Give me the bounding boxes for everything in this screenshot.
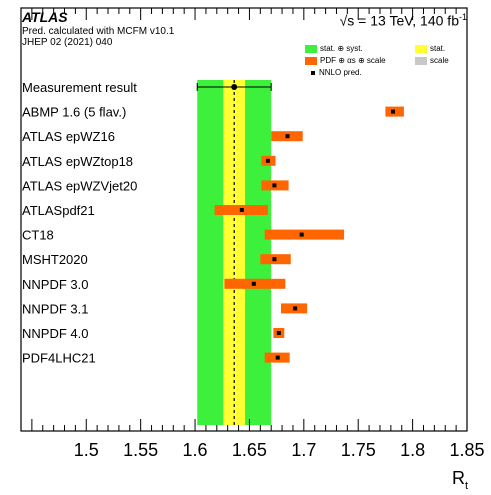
nnlo-prediction-marker	[293, 306, 298, 311]
row-label: NNPDF 4.0	[22, 326, 88, 341]
legend-scale-label: scale	[430, 56, 449, 66]
x-tick-label: 1.6	[183, 440, 208, 460]
legend-nnlo-label: NNLO pred.	[319, 68, 362, 77]
nnlo-prediction-marker	[239, 208, 244, 212]
row-label: NNPDF 3.1	[22, 301, 88, 316]
row-label: CT18	[22, 228, 54, 243]
row-label: ATLASpdf21	[22, 203, 95, 218]
nnlo-prediction-marker	[272, 183, 277, 188]
measurement-bands	[197, 80, 272, 425]
row-label: ATLAS epWZ16	[22, 129, 115, 144]
nnlo-prediction-marker	[251, 281, 256, 286]
x-tick-label: 1.65	[232, 440, 267, 460]
plot-frame	[20, 7, 468, 432]
row-label: ABMP 1.6 (5 flav.)	[22, 105, 126, 120]
row-label: MSHT2020	[22, 252, 88, 267]
legend-nnlo: NNLO pred.	[307, 69, 362, 77]
stat-uncertainty-band	[223, 80, 246, 425]
row-label: NNPDF 3.0	[22, 277, 88, 292]
x-tick-label: 1.55	[123, 440, 158, 460]
row-label: ATLAS epWZtop18	[22, 154, 133, 169]
pdf-scale-band	[264, 229, 345, 240]
row-label-measurement: Measurement result	[22, 80, 137, 95]
x-tick-label: 1.85	[449, 440, 484, 460]
nnlo-prediction-marker	[299, 232, 304, 237]
legend-pdf-scale: PDF ⊕ αs ⊕ scale	[305, 57, 386, 65]
orange-swatch	[305, 57, 317, 65]
nnlo-prediction-marker	[276, 331, 281, 335]
axes: 1.5 1.55 1.6 1.65 1.7 1.75 1.8 1.85 Rt	[20, 7, 485, 492]
prediction-rows: Measurement result ABMP 1.6 (5 flav.) ATLA…	[22, 80, 404, 366]
nnlo-prediction-marker	[265, 158, 270, 163]
row-label: ATLAS epWZVjet20	[22, 178, 137, 193]
nnlo-prediction-marker	[285, 134, 290, 139]
legend-pdf-scale-label: PDF ⊕ αs ⊕ scale	[320, 56, 386, 66]
legend-stat-syst: stat. ⊕ syst.	[305, 45, 363, 53]
energy-exponent: -1	[458, 12, 467, 22]
nnlo-prediction-marker	[391, 109, 396, 114]
x-tick-label: 1.5	[74, 440, 99, 460]
x-tick-label: 1.75	[341, 440, 376, 460]
nnlo-prediction-marker	[275, 355, 280, 360]
legend-scale: scale	[415, 57, 449, 65]
green-swatch	[305, 45, 317, 53]
x-tick-label: 1.7	[291, 440, 316, 460]
yellow-swatch	[415, 45, 427, 53]
journal-reference: JHEP 02 (2021) 040	[22, 37, 113, 48]
nnlo-marker	[311, 70, 315, 75]
legend-stat-syst-label: stat. ⊕ syst.	[320, 44, 363, 54]
legend-stat-label: stat.	[430, 44, 446, 54]
experiment-label: ATLAS	[22, 9, 68, 25]
energy-text: √s = 13 TeV, 140 fb	[339, 12, 459, 29]
nnlo-prediction-marker	[272, 257, 277, 262]
gray-swatch	[415, 57, 427, 65]
x-axis-label: Rt	[452, 468, 468, 492]
measurement-point	[231, 84, 238, 90]
energy-label: √s = 13 TeV, 140 fb-1	[340, 12, 467, 29]
row-label: PDF4LHC21	[22, 351, 96, 366]
mcfm-note: Pred. calculated with MCFM v10.1	[22, 26, 175, 37]
legend-stat: stat.	[415, 45, 445, 53]
x-tick-label: 1.8	[400, 440, 425, 460]
